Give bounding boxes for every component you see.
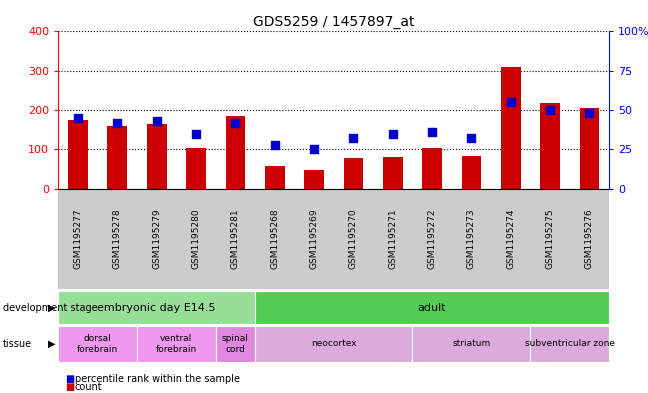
Text: GSM1195274: GSM1195274 [506,209,515,269]
Text: GSM1195276: GSM1195276 [585,208,594,269]
Bar [501,67,520,189]
Text: spinal
cord: spinal cord [222,334,249,354]
Text: GSM1195275: GSM1195275 [546,208,555,269]
Text: ■: ■ [65,374,74,384]
Text: ▶: ▶ [47,339,55,349]
Point [348,135,358,141]
Text: neocortex: neocortex [311,340,356,348]
Bar [186,148,206,189]
Bar [579,108,599,189]
Point [505,99,516,105]
Text: ▶: ▶ [47,303,55,312]
Text: tissue: tissue [3,339,32,349]
Text: ■: ■ [65,382,74,392]
Bar [147,124,167,189]
Text: GSM1195278: GSM1195278 [113,208,122,269]
Bar [68,120,88,189]
Bar [226,116,245,189]
Text: count: count [75,382,102,392]
Text: development stage: development stage [3,303,98,312]
Point [388,130,398,137]
Bar [265,166,284,189]
Title: GDS5259 / 1457897_at: GDS5259 / 1457897_at [253,15,415,29]
Text: ventral
forebrain: ventral forebrain [156,334,197,354]
Text: embryonic day E14.5: embryonic day E14.5 [97,303,216,312]
Bar [304,170,324,189]
Point [230,119,240,126]
Text: GSM1195277: GSM1195277 [73,208,82,269]
Text: GSM1195273: GSM1195273 [467,208,476,269]
Text: GSM1195280: GSM1195280 [192,208,200,269]
Text: GSM1195272: GSM1195272 [428,209,437,269]
Text: subventricular zone: subventricular zone [525,340,615,348]
Bar [540,103,560,189]
Text: GSM1195269: GSM1195269 [310,208,319,269]
Text: adult: adult [418,303,446,312]
Bar [343,158,364,189]
Bar [422,148,442,189]
Text: GSM1195268: GSM1195268 [270,208,279,269]
Point [191,130,201,137]
Point [309,146,319,152]
Text: GSM1195281: GSM1195281 [231,208,240,269]
Text: percentile rank within the sample: percentile rank within the sample [75,374,240,384]
Point [152,118,162,124]
Bar [461,156,481,189]
Bar [108,126,127,189]
Text: dorsal
forebrain: dorsal forebrain [77,334,119,354]
Text: GSM1195279: GSM1195279 [152,208,161,269]
Text: GSM1195270: GSM1195270 [349,208,358,269]
Point [270,141,280,148]
Point [112,119,122,126]
Text: GSM1195271: GSM1195271 [388,208,397,269]
Point [427,129,437,135]
Point [584,110,595,116]
Bar [383,157,402,189]
Text: striatum: striatum [452,340,491,348]
Point [466,135,476,141]
Point [545,107,555,113]
Point [73,115,83,121]
